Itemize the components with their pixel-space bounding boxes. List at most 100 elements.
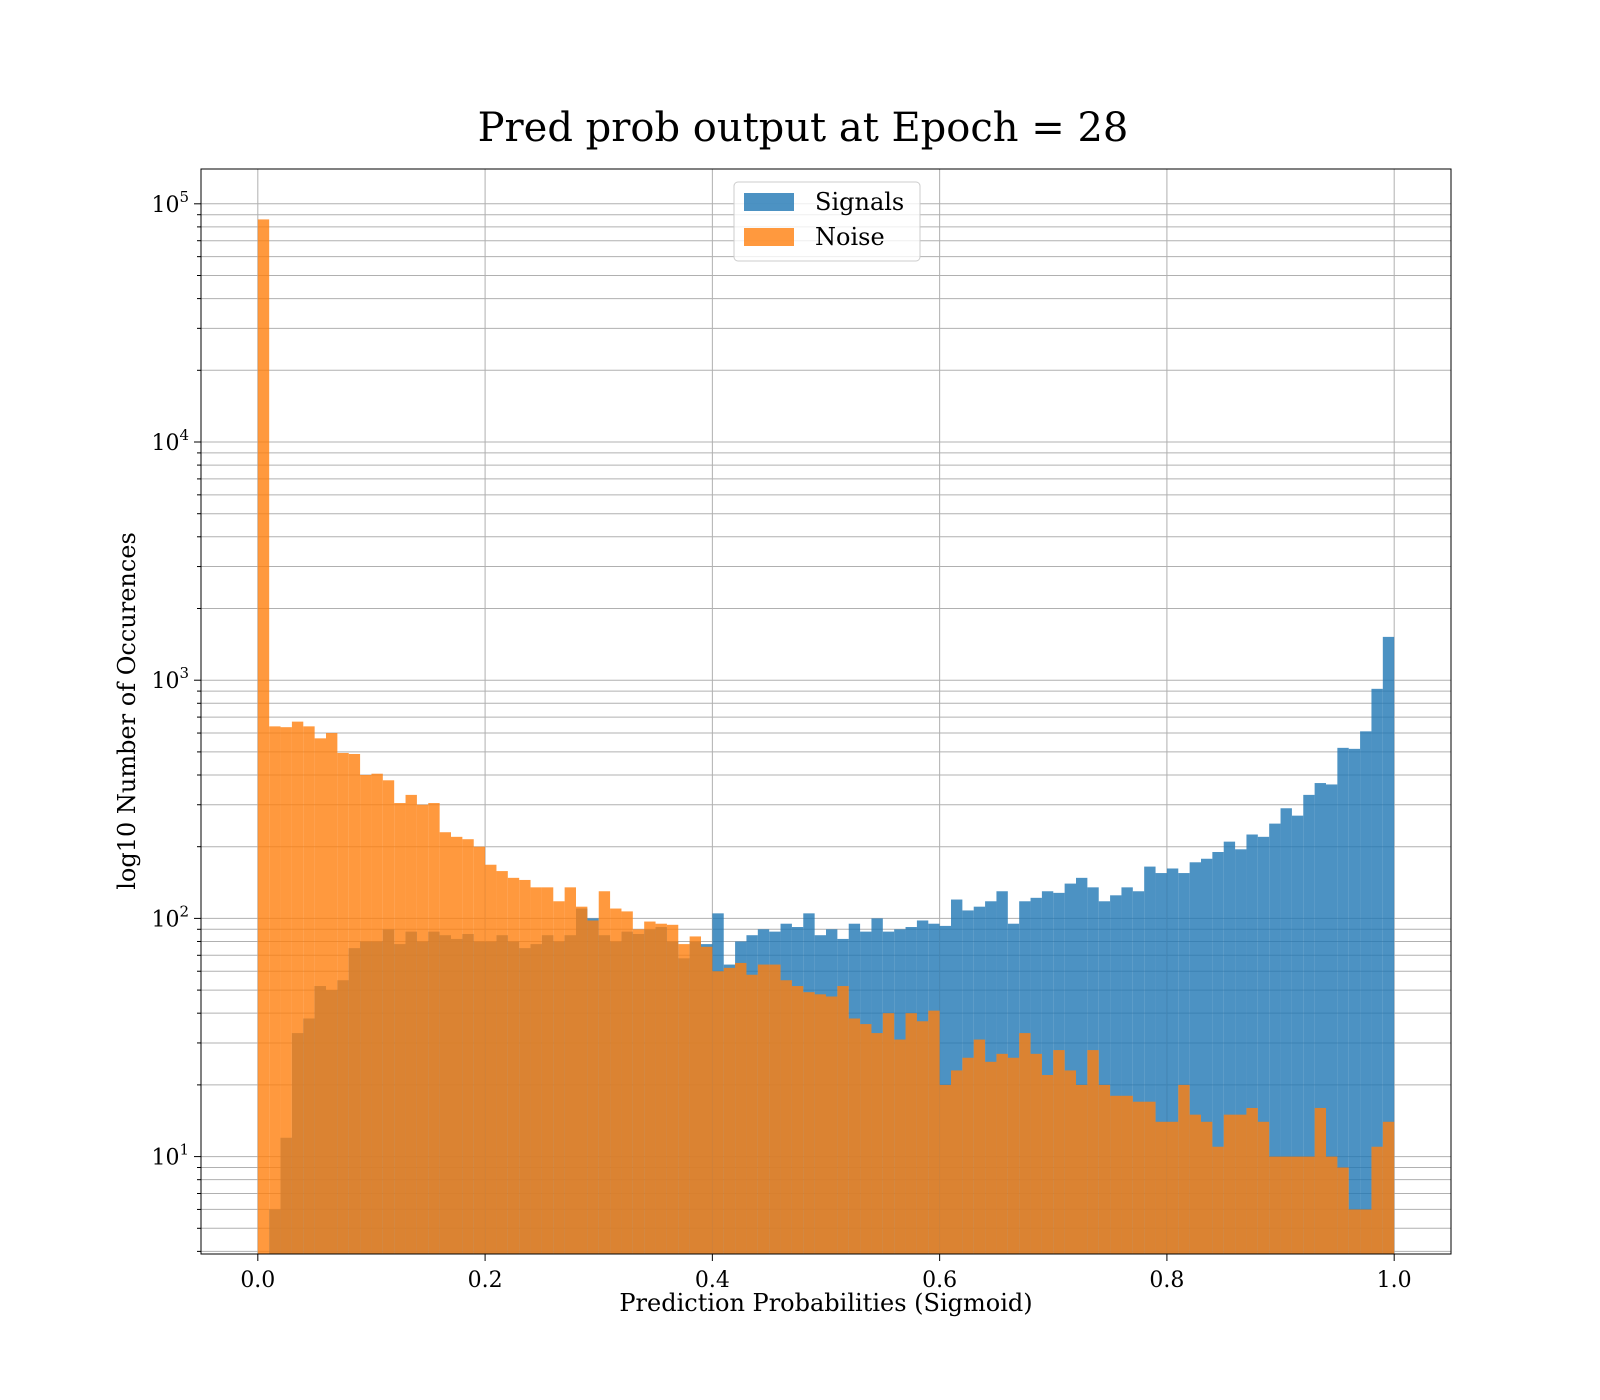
legend-swatch-signals	[744, 193, 794, 211]
noise-bar	[803, 992, 815, 1254]
signals-bar	[1246, 834, 1258, 1254]
noise-bar	[405, 794, 417, 1254]
noise-bar	[1076, 1084, 1088, 1254]
x-tick-label: 0.4	[695, 1268, 730, 1293]
legend-swatch-noise	[744, 228, 794, 246]
noise-bar	[1007, 1057, 1020, 1254]
noise-bar	[1382, 1121, 1395, 1254]
noise-bar	[973, 1039, 986, 1254]
noise-bar	[985, 1061, 997, 1254]
signals-bar	[1064, 883, 1076, 1254]
noise-bar	[1348, 1209, 1361, 1254]
chart-title: Pred prob output at Epoch = 28	[478, 105, 1129, 151]
noise-bar	[735, 962, 747, 1254]
signals-bar	[1371, 688, 1383, 1254]
x-tick-label: 1.0	[1377, 1268, 1412, 1293]
noise-bar	[1144, 1101, 1156, 1254]
noise-bar	[1257, 1121, 1270, 1254]
noise-bar	[564, 887, 576, 1254]
noise-bar	[576, 906, 588, 1254]
series-noise	[257, 219, 1395, 1254]
noise-bar	[314, 738, 326, 1254]
signals-bar	[1212, 851, 1224, 1254]
noise-bar	[791, 986, 804, 1254]
signals-bar	[1269, 823, 1281, 1254]
noise-bar	[1371, 1146, 1383, 1254]
noise-bar	[746, 974, 758, 1254]
noise-bar	[1360, 1209, 1372, 1254]
noise-bar	[1212, 1146, 1224, 1254]
noise-bar	[257, 219, 270, 1254]
noise-bar	[337, 752, 349, 1254]
noise-bar	[1337, 1167, 1349, 1254]
noise-bar	[473, 846, 486, 1254]
y-tick-label: 105	[151, 188, 189, 218]
noise-bar	[689, 936, 701, 1254]
noise-bar	[1132, 1101, 1145, 1254]
noise-bar	[1110, 1095, 1122, 1254]
noise-bar	[1178, 1084, 1190, 1254]
noise-bar	[553, 901, 565, 1254]
signals-bar	[1337, 747, 1349, 1254]
y-tick-label: 104	[151, 426, 189, 456]
signals-bar	[1303, 794, 1315, 1254]
noise-bar	[780, 980, 792, 1254]
noise-bar	[1155, 1121, 1167, 1254]
signals-bar	[1178, 873, 1190, 1254]
noise-bar	[371, 773, 383, 1254]
legend-label-noise: Noise	[815, 223, 885, 251]
x-axis-ticks: 0.0 0.2 0.4 0.6 0.8 1.0	[240, 1254, 1412, 1293]
noise-bar	[928, 1010, 940, 1254]
signals-bar	[1041, 891, 1054, 1254]
noise-bar	[1041, 1075, 1054, 1254]
signals-bar	[1098, 901, 1111, 1254]
noise-bar	[951, 1070, 963, 1254]
noise-bar	[712, 971, 724, 1254]
noise-bar	[610, 908, 622, 1254]
y-tick-label: 102	[151, 902, 189, 932]
noise-bar	[303, 726, 315, 1254]
noise-bar	[882, 1013, 895, 1254]
y-tick-label: 101	[151, 1141, 189, 1171]
noise-bar	[280, 727, 292, 1254]
noise-bar	[1019, 1033, 1031, 1254]
noise-bar	[894, 1039, 906, 1254]
noise-bar	[871, 1033, 883, 1254]
noise-bar	[1291, 1156, 1304, 1254]
noise-bar	[269, 726, 281, 1254]
plot-frame	[200, 168, 1452, 1255]
signals-bar	[1360, 731, 1372, 1254]
noise-bar	[428, 803, 440, 1254]
legend: Signals Noise	[733, 181, 921, 262]
noise-bar	[723, 967, 736, 1254]
signals-bar	[1348, 748, 1361, 1254]
noise-bar	[1280, 1156, 1292, 1254]
noise-bar	[814, 994, 826, 1254]
noise-bar	[1053, 1050, 1065, 1254]
noise-bar	[1235, 1114, 1247, 1254]
noise-bar	[598, 891, 611, 1254]
noise-bar	[621, 911, 633, 1254]
signals-bar	[1201, 858, 1213, 1254]
y-axis-label: log10 Number of Occurences	[113, 532, 141, 890]
signals-bar	[1223, 841, 1236, 1254]
noise-bar	[496, 871, 508, 1254]
noise-bar	[519, 879, 531, 1254]
x-tick-label: 0.8	[1149, 1268, 1184, 1293]
noise-bar	[485, 864, 497, 1254]
noise-bar	[382, 780, 395, 1254]
noise-bar	[451, 836, 463, 1254]
noise-bar	[701, 946, 713, 1254]
signals-bar	[1326, 784, 1338, 1254]
signals-bar	[1235, 849, 1247, 1254]
noise-bar	[1030, 1053, 1042, 1254]
noise-bar	[348, 753, 361, 1254]
noise-bar	[462, 839, 474, 1254]
noise-bar	[678, 944, 690, 1254]
noise-bar	[439, 832, 451, 1254]
noise-bar	[837, 986, 849, 1254]
noise-bar	[1121, 1095, 1133, 1254]
x-tick-label: 0.2	[468, 1268, 503, 1293]
noise-bar	[757, 964, 770, 1254]
